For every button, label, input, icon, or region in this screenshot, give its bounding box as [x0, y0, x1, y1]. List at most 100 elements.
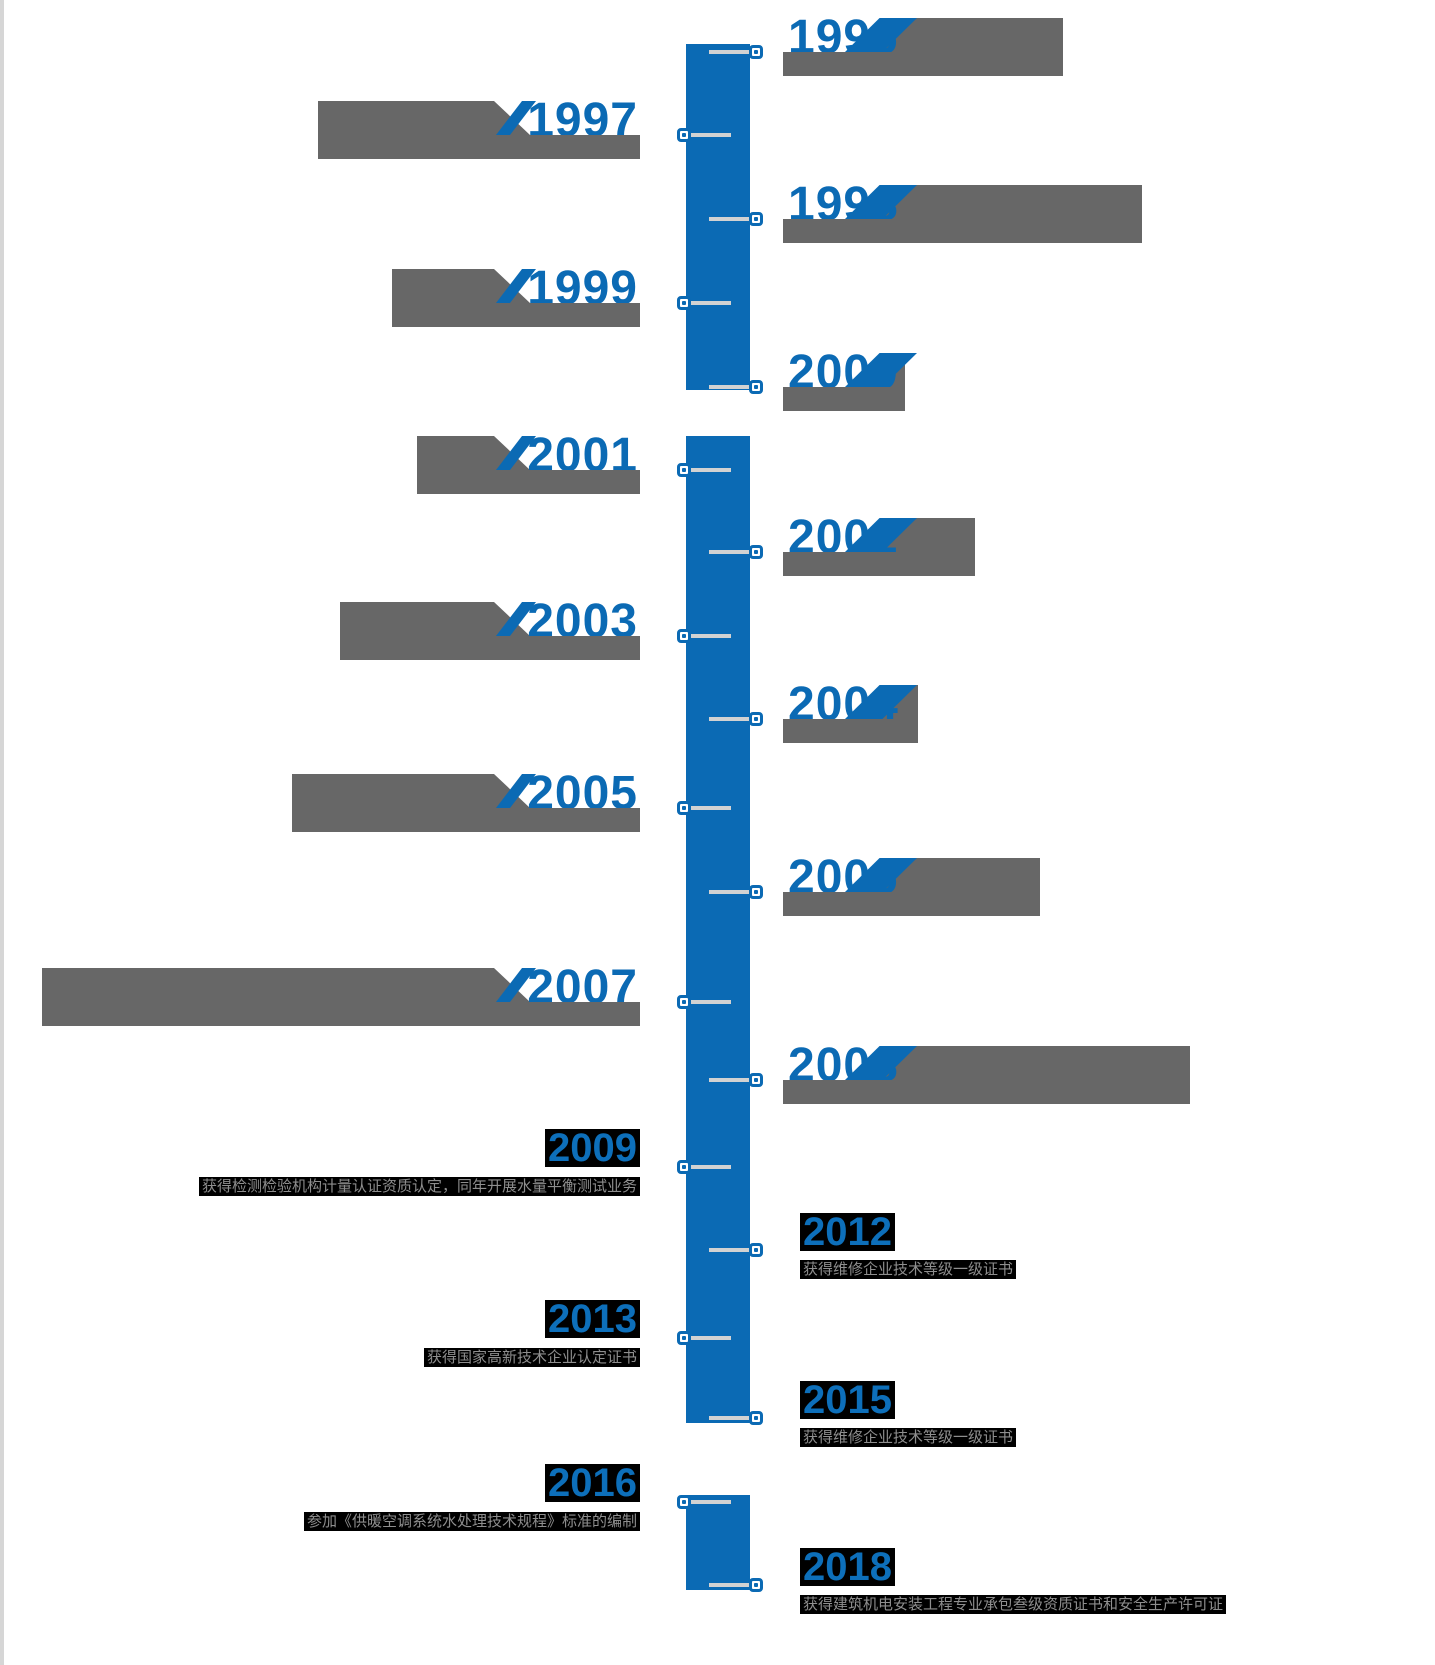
marker-core-dot: [682, 1336, 686, 1340]
marker-core-dot: [754, 385, 758, 389]
marker-tick: [691, 468, 731, 472]
entry-description: 获得国家高新技术企业认定证书: [0, 1348, 640, 1367]
timeline-entry-2004: 2004: [783, 685, 918, 743]
entry-description-text: 获得维修企业技术等级一级证书: [800, 1260, 1017, 1279]
entry-year: 2015: [800, 1380, 895, 1420]
entry-year-text: 2007: [527, 968, 638, 1002]
timeline-marker-2007: [677, 995, 691, 1009]
timeline-marker-1996: [749, 45, 763, 59]
timeline-marker-2003: [677, 629, 691, 643]
entry-description: 获得维修企业技术等级一级证书: [800, 1428, 1017, 1447]
entry-year: 2003: [527, 602, 638, 636]
marker-tick: [709, 385, 749, 389]
timeline-spine-segment-3: [686, 1495, 750, 1590]
timeline-entry-2007: 2007: [42, 968, 640, 1026]
marker-core-dot: [682, 634, 686, 638]
marker-core-dot: [754, 1583, 758, 1587]
marker-core-dot: [682, 301, 686, 305]
timeline-entry-1997: 1997: [318, 101, 640, 159]
entry-description: 获得检测检验机构计量认证资质认定，同年开展水量平衡测试业务: [0, 1177, 640, 1196]
timeline-marker-2015: [749, 1411, 763, 1425]
timeline-marker-2005: [677, 801, 691, 815]
marker-tick: [709, 550, 749, 554]
entry-year: 2012: [800, 1212, 895, 1252]
entry-year-text: 1999: [527, 269, 638, 303]
marker-core-dot: [754, 550, 758, 554]
timeline-entry-2001: 2001: [417, 436, 640, 494]
entry-description: 获得建筑机电安装工程专业承包叁级资质证书和安全生产许可证: [800, 1595, 1227, 1614]
marker-tick: [691, 1000, 731, 1004]
timeline-marker-2013: [677, 1331, 691, 1345]
entry-year: 2018: [800, 1547, 895, 1587]
marker-core-dot: [754, 1416, 758, 1420]
marker-tick: [691, 1500, 731, 1504]
marker-tick: [709, 717, 749, 721]
marker-core-dot: [754, 1248, 758, 1252]
marker-core-dot: [754, 50, 758, 54]
marker-core-dot: [682, 468, 686, 472]
marker-core-dot: [682, 1000, 686, 1004]
timeline-entry-2008: 2008: [783, 1046, 1190, 1104]
timeline-marker-2002: [749, 545, 763, 559]
marker-core-dot: [754, 1078, 758, 1082]
entry-description-text: 获得检测检验机构计量认证资质认定，同年开展水量平衡测试业务: [198, 1177, 640, 1196]
entry-description: 获得维修企业技术等级一级证书: [800, 1260, 1017, 1279]
marker-core-dot: [682, 133, 686, 137]
marker-tick: [691, 1165, 731, 1169]
entry-year-text: 2015: [800, 1380, 895, 1420]
marker-core-dot: [754, 717, 758, 721]
marker-tick: [709, 890, 749, 894]
entry-year: 2016: [0, 1463, 640, 1503]
marker-core-dot: [754, 217, 758, 221]
marker-tick: [709, 217, 749, 221]
timeline-spine-segment-2: [686, 436, 750, 1423]
marker-core-dot: [754, 890, 758, 894]
timeline-entry-2003: 2003: [340, 602, 640, 660]
timeline-marker-1997: [677, 128, 691, 142]
entry-year-text: 2001: [527, 436, 638, 470]
marker-tick: [709, 50, 749, 54]
entry-year-text: 2013: [545, 1299, 640, 1339]
timeline-entry-2002: 2002: [783, 518, 975, 576]
timeline-marker-2001: [677, 463, 691, 477]
timeline-marker-1998: [749, 212, 763, 226]
entry-description: 参加《供暖空调系统水处理技术规程》标准的编制: [0, 1512, 640, 1531]
entry-year-text: 2005: [527, 774, 638, 808]
entry-description-text: 获得国家高新技术企业认定证书: [423, 1348, 640, 1367]
entry-description-text: 获得建筑机电安装工程专业承包叁级资质证书和安全生产许可证: [800, 1595, 1227, 1614]
entry-year: 2013: [0, 1299, 640, 1339]
timeline-marker-2018: [749, 1578, 763, 1592]
timeline-marker-2009: [677, 1160, 691, 1174]
timeline-marker-2012: [749, 1243, 763, 1257]
marker-tick: [709, 1583, 749, 1587]
marker-tick: [691, 1336, 731, 1340]
timeline-entry-1998: 1998: [783, 185, 1142, 243]
marker-core-dot: [682, 1500, 686, 1504]
marker-tick: [691, 133, 731, 137]
marker-core-dot: [682, 1165, 686, 1169]
entry-year-text: 2003: [527, 602, 638, 636]
marker-tick: [709, 1078, 749, 1082]
timeline-marker-1999: [677, 296, 691, 310]
entry-year: 1999: [527, 269, 638, 303]
timeline-marker-2008: [749, 1073, 763, 1087]
entry-year: 2001: [527, 436, 638, 470]
timeline-axis-line: [0, 0, 4, 1665]
marker-tick: [709, 1416, 749, 1420]
entry-year-text: 1997: [527, 101, 638, 135]
marker-core-dot: [682, 806, 686, 810]
entry-year-text: 2016: [545, 1463, 640, 1503]
entry-year: 2009: [0, 1128, 640, 1168]
marker-tick: [691, 806, 731, 810]
entry-year-text: 2018: [800, 1547, 895, 1587]
timeline-marker-2004: [749, 712, 763, 726]
entry-year-text: 2012: [800, 1212, 895, 1252]
timeline-entry-2006: 2006: [783, 858, 1040, 916]
entry-year: 2007: [527, 968, 638, 1002]
entry-year: 1997: [527, 101, 638, 135]
timeline-entry-1996: 1996: [783, 18, 1063, 76]
marker-tick: [691, 301, 731, 305]
timeline-marker-2006: [749, 885, 763, 899]
timeline-entry-2000: 2000: [783, 353, 917, 411]
